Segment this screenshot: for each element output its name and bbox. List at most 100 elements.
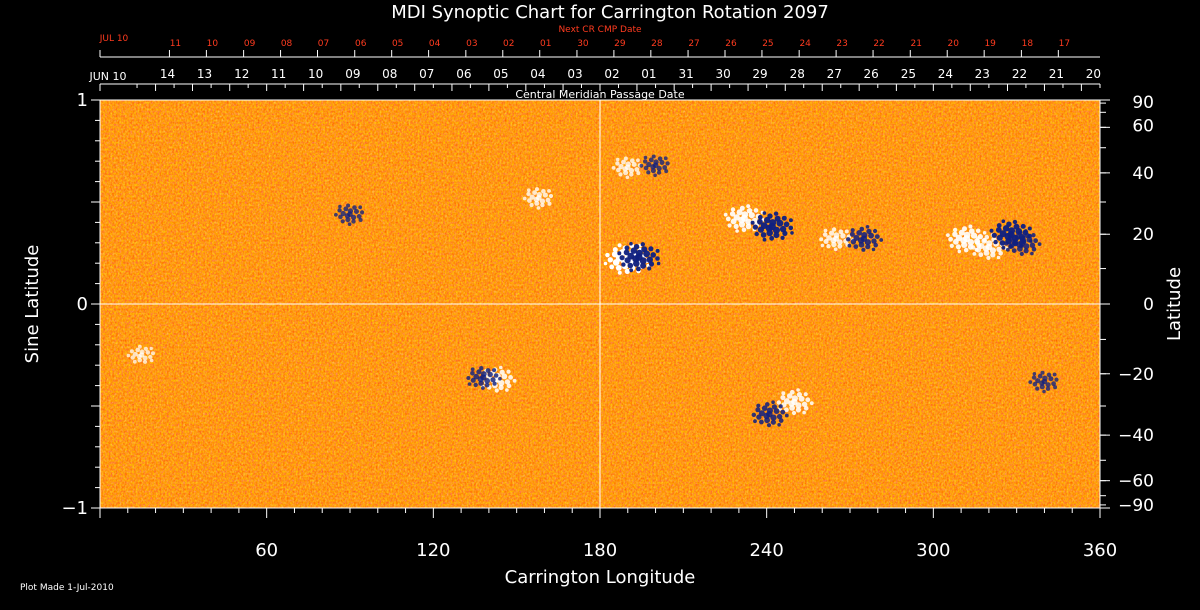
flux-patch [746, 204, 751, 209]
flux-patch [1008, 227, 1016, 235]
flux-patch [963, 231, 971, 239]
flux-patch [346, 203, 351, 208]
flux-patch [1037, 373, 1043, 379]
cmp-date-label: 07 [419, 67, 434, 81]
flux-patch [662, 165, 668, 170]
flux-patch [151, 351, 155, 356]
flux-patch [791, 395, 799, 402]
flux-patch [648, 246, 654, 252]
flux-patch [795, 407, 802, 413]
flux-patch [999, 240, 1006, 246]
flux-patch [990, 252, 996, 258]
flux-patch [470, 371, 475, 376]
flux-patch [659, 160, 665, 165]
flux-patch [476, 369, 482, 375]
next-cmp-date-label: 28 [651, 39, 663, 49]
flux-patch [759, 419, 764, 425]
y-axis-label-right: Latitude [1164, 267, 1185, 341]
flux-patch [1017, 245, 1023, 252]
lat-tick-label: −60 [1118, 472, 1154, 492]
flux-patch [643, 159, 648, 164]
flux-patch [868, 232, 874, 239]
lon-tick-label: 180 [583, 540, 617, 561]
flux-patch [132, 359, 137, 364]
flux-patch [527, 188, 531, 192]
lon-tick-label: 240 [749, 540, 783, 561]
flux-patch [545, 197, 551, 203]
cmp-date-label: 31 [679, 67, 694, 81]
flux-patch [762, 211, 767, 215]
flux-patch [477, 376, 484, 383]
flux-patch [132, 351, 138, 357]
flux-patch [344, 213, 351, 219]
flux-patch [536, 206, 541, 210]
flux-patch [831, 227, 837, 232]
flux-patch [766, 407, 774, 414]
flux-patch [618, 163, 624, 170]
flux-patch [780, 395, 786, 401]
flux-patch [470, 367, 475, 372]
cmp-date-label: 29 [752, 67, 767, 81]
flux-patch [996, 234, 1003, 241]
flux-patch [360, 210, 365, 215]
flux-patch [548, 193, 554, 199]
flux-patch [646, 170, 651, 175]
cmp-date-label: 04 [530, 67, 545, 81]
cmp-date-label: JUN 10 [88, 70, 126, 83]
flux-patch [853, 234, 860, 241]
flux-patch [623, 170, 629, 176]
flux-patch [826, 244, 831, 249]
flux-patch [636, 171, 641, 176]
flux-patch [337, 208, 342, 213]
cmp-date-label: 11 [271, 67, 286, 81]
cmp-date-label: 22 [1012, 67, 1027, 81]
flux-patch [993, 239, 998, 245]
flux-patch [780, 235, 785, 240]
flux-patch [547, 201, 552, 206]
flux-patch [1028, 380, 1033, 384]
flux-patch [752, 224, 759, 230]
flux-patch [532, 190, 537, 196]
flux-patch [802, 410, 806, 415]
flux-patch [783, 398, 790, 405]
flux-patch [781, 391, 786, 396]
flux-patch [1019, 236, 1026, 243]
flux-patch [982, 231, 987, 235]
flux-patch [1037, 242, 1042, 247]
flux-patch [1023, 243, 1030, 250]
cmp-date-label: 23 [975, 67, 990, 81]
flux-patch [630, 158, 635, 163]
flux-patch [508, 375, 513, 380]
flux-patch [541, 189, 546, 194]
flux-patch [831, 241, 837, 248]
flux-patch [873, 228, 878, 234]
flux-patch [967, 239, 975, 246]
next-cmp-date-label: 17 [1059, 39, 1070, 49]
flux-patch [778, 418, 784, 423]
flux-patch [636, 158, 640, 163]
flux-patch [773, 408, 780, 414]
flux-patch [631, 162, 637, 167]
flux-patch [756, 414, 762, 420]
flux-patch [778, 404, 783, 409]
flux-patch [356, 214, 362, 219]
cmp-axis-label: Central Meridian Passage Date [515, 88, 684, 101]
flux-patch [615, 161, 620, 166]
flux-patch [948, 236, 953, 242]
flux-patch [1031, 246, 1037, 252]
plot-area [99, 99, 1101, 509]
flux-patch [733, 223, 739, 229]
flux-patch [1042, 389, 1046, 394]
flux-patch [1008, 236, 1014, 241]
flux-patch [629, 172, 634, 177]
flux-patch [861, 247, 866, 252]
flux-patch [643, 155, 648, 160]
active-region-negative [639, 154, 670, 178]
flux-patch [790, 231, 794, 235]
flux-patch [995, 227, 1002, 233]
flux-patch [871, 247, 876, 252]
flux-patch [1046, 372, 1052, 378]
next-cmp-date-label: 19 [984, 39, 996, 49]
flux-patch [972, 252, 977, 256]
flux-patch [334, 212, 338, 217]
